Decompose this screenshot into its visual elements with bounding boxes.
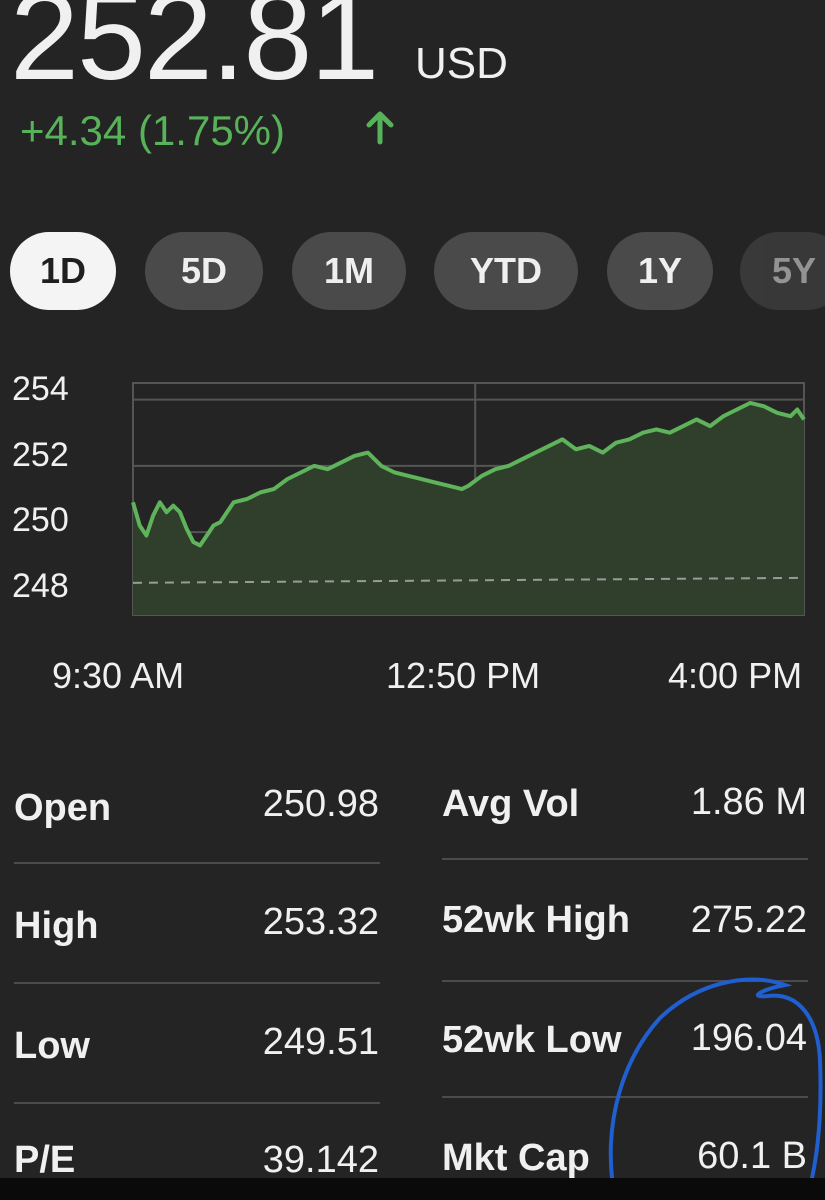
stat-52wk-high-value: 275.22 <box>690 899 807 941</box>
stat-mkt-cap-value: 60.1 B <box>697 1135 807 1177</box>
range-1m-button[interactable]: 1M <box>292 232 406 310</box>
range-1d-button[interactable]: 1D <box>10 232 116 310</box>
stat-low-label: Low <box>14 1025 90 1067</box>
stat-52wk-low-value: 196.04 <box>690 1017 807 1059</box>
stat-open-label: Open <box>14 787 112 829</box>
stat-low-value: 249.51 <box>262 1021 379 1063</box>
stats-table: Open 250.98 High 253.32 Low 249.51 P/E 3… <box>0 760 825 1200</box>
range-1y-button[interactable]: 1Y <box>607 232 713 310</box>
range-5y-button[interactable]: 5Y <box>740 232 825 310</box>
chart-plot-area <box>131 382 806 616</box>
stat-52wk-low-label: 52wk Low <box>442 1019 622 1061</box>
stat-pe-value: 39.142 <box>262 1139 379 1181</box>
divider <box>14 1102 380 1104</box>
stat-avg-vol-label: Avg Vol <box>442 783 580 825</box>
chart-area-fill <box>133 402 804 615</box>
stat-avg-vol-value: 1.86 M <box>690 781 807 823</box>
divider <box>442 980 808 982</box>
bottom-bar <box>0 1178 825 1200</box>
price-change: +4.34 (1.75%) <box>20 107 286 154</box>
price-chart: 254 252 250 248 9:30 AM 12:50 PM 4:00 PM <box>0 360 825 720</box>
divider <box>442 1096 808 1098</box>
divider <box>14 862 380 864</box>
y-tick-label: 254 <box>12 370 69 408</box>
chart-price-line <box>131 400 806 548</box>
current-price: 252.81 <box>10 0 379 106</box>
stat-high-label: High <box>14 905 99 947</box>
currency-label: USD <box>415 39 508 88</box>
divider <box>14 982 380 984</box>
stat-high-value: 253.32 <box>262 901 379 943</box>
y-tick-label: 250 <box>12 501 69 539</box>
x-tick-label: 4:00 PM <box>668 655 803 696</box>
y-tick-label: 248 <box>12 567 69 605</box>
range-selector: 1D 5D 1M YTD 1Y 5Y <box>0 228 825 314</box>
x-tick-label: 9:30 AM <box>52 655 185 696</box>
up-arrow-icon <box>366 111 394 145</box>
stat-open-value: 250.98 <box>262 783 379 825</box>
divider <box>442 858 808 860</box>
stat-mkt-cap-label: Mkt Cap <box>442 1137 590 1179</box>
range-5d-button[interactable]: 5D <box>145 232 263 310</box>
y-tick-label: 252 <box>12 436 69 474</box>
range-ytd-button[interactable]: YTD <box>434 232 578 310</box>
stat-pe-label: P/E <box>14 1139 76 1181</box>
stat-52wk-high-label: 52wk High <box>442 899 630 941</box>
x-tick-label: 12:50 PM <box>386 655 541 696</box>
